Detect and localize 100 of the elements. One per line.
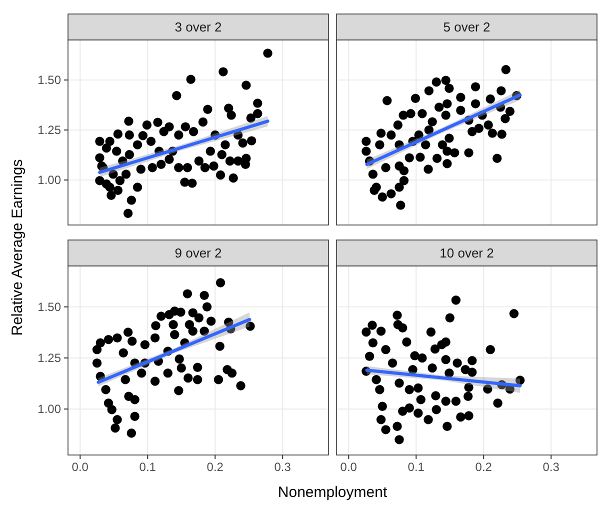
point [468,356,477,366]
x-tick-label: 0.2 [206,460,224,474]
point [92,358,102,368]
point [110,423,120,433]
point [486,344,495,354]
point [362,327,371,337]
point [428,363,437,373]
point [445,313,454,322]
point [96,338,105,348]
x-tick-label: 0.0 [340,460,358,474]
y-tick-label: 1.50 [38,73,62,87]
point [451,396,461,406]
point [442,422,452,431]
point [416,395,426,404]
point [104,334,114,344]
point [493,398,502,408]
x-tick-label: 0.3 [274,460,292,474]
point [392,310,402,320]
point [464,392,473,401]
point [431,391,440,400]
point [394,435,404,444]
point [426,327,436,337]
point [168,320,178,330]
point [441,396,450,406]
point [216,278,226,288]
chart-title: 3 over 2 [174,20,222,34]
point [128,336,137,346]
point [456,412,466,422]
point [398,406,408,416]
y-tick-label: 1.00 [38,402,62,416]
point [376,326,386,336]
point [468,368,477,377]
point [92,344,102,354]
x-axis-title: Nonemployment [278,484,388,501]
point [150,376,160,386]
point [101,385,110,394]
point [188,308,198,318]
y-tick-label: 1.00 [38,173,62,187]
point [418,353,427,363]
x-tick-label: 0.1 [139,460,156,474]
point [130,412,140,421]
point [164,310,174,320]
chart-title: 9 over 2 [174,246,222,260]
point [112,415,122,424]
y-tick-label: 1.25 [38,350,62,365]
point [410,351,420,360]
chart-title: 10 over 2 [440,246,494,260]
point [150,333,160,343]
point [176,363,186,373]
point [378,402,387,411]
point [130,395,140,404]
point [123,328,133,337]
point [364,352,374,361]
point [174,354,184,364]
point [368,320,377,330]
point [236,381,246,390]
point [414,408,423,418]
point [451,296,461,305]
point [483,384,492,394]
point [452,358,462,368]
point [441,354,450,364]
point [381,344,390,354]
point [192,362,202,372]
point [126,428,136,438]
point [509,309,519,318]
point [136,368,146,378]
y-axis-title: Relative Average Earnings [9,159,26,336]
point [188,326,198,336]
point [402,337,412,347]
point [368,338,378,348]
x-tick-label: 0.0 [72,460,89,474]
point [246,322,255,331]
chart-title: 5 over 2 [443,20,490,34]
point [112,333,122,343]
point [227,368,237,378]
point [182,289,192,298]
point [192,375,202,384]
point [392,422,402,431]
point [107,405,116,414]
point [206,316,216,326]
point [194,313,204,322]
point [404,385,414,394]
point [430,344,440,354]
y-tick-label: 1.50 [38,300,62,314]
point [118,348,128,358]
point [437,340,446,350]
point [408,364,418,374]
point [375,385,384,394]
point [414,383,423,393]
point [151,321,160,330]
point [202,302,212,312]
point [394,378,404,388]
point [388,358,398,368]
point [398,323,408,333]
point [464,411,474,420]
point [404,403,414,413]
point [156,312,166,321]
point [215,342,224,351]
y-tick-label: 1.25 [38,123,62,137]
point [163,368,172,378]
